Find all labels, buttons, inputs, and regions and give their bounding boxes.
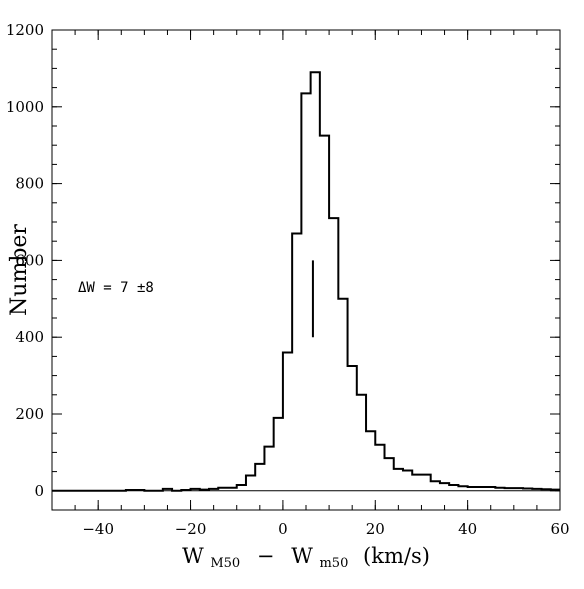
x-tick-label: 20 bbox=[366, 520, 385, 538]
y-tick-label: 1000 bbox=[6, 98, 44, 116]
x-tick-label: 0 bbox=[278, 520, 288, 538]
y-tick-label: 1200 bbox=[6, 21, 44, 39]
x-tick-label: −20 bbox=[175, 520, 207, 538]
x-label-op: − bbox=[257, 544, 275, 568]
minor-ticks bbox=[51, 29, 561, 511]
x-label-main1: W bbox=[182, 544, 204, 568]
delta-w-annotation: ΔW = 7 ±8 bbox=[78, 280, 154, 296]
x-label-sub2: m50 bbox=[319, 556, 348, 571]
plot-frame bbox=[51, 29, 561, 511]
y-tick-label: 200 bbox=[15, 405, 44, 423]
y-axis-label: Number bbox=[7, 224, 32, 316]
x-tick-label: 60 bbox=[550, 520, 569, 538]
x-axis-label: W M50 − W m50 (km/s) bbox=[182, 544, 430, 572]
x-label-sub1: M50 bbox=[210, 556, 240, 571]
y-tick-label: 0 bbox=[34, 482, 44, 500]
x-tick-label: −40 bbox=[82, 520, 114, 538]
y-tick-label: 600 bbox=[15, 251, 44, 269]
y-tick-label: 400 bbox=[15, 328, 44, 346]
x-label-main2: W bbox=[291, 544, 313, 568]
histogram-series bbox=[52, 71, 560, 492]
y-tick-label: 800 bbox=[15, 175, 44, 193]
major-ticks bbox=[52, 29, 561, 510]
x-label-unit: (km/s) bbox=[363, 544, 430, 568]
x-tick-label: 40 bbox=[458, 520, 477, 538]
